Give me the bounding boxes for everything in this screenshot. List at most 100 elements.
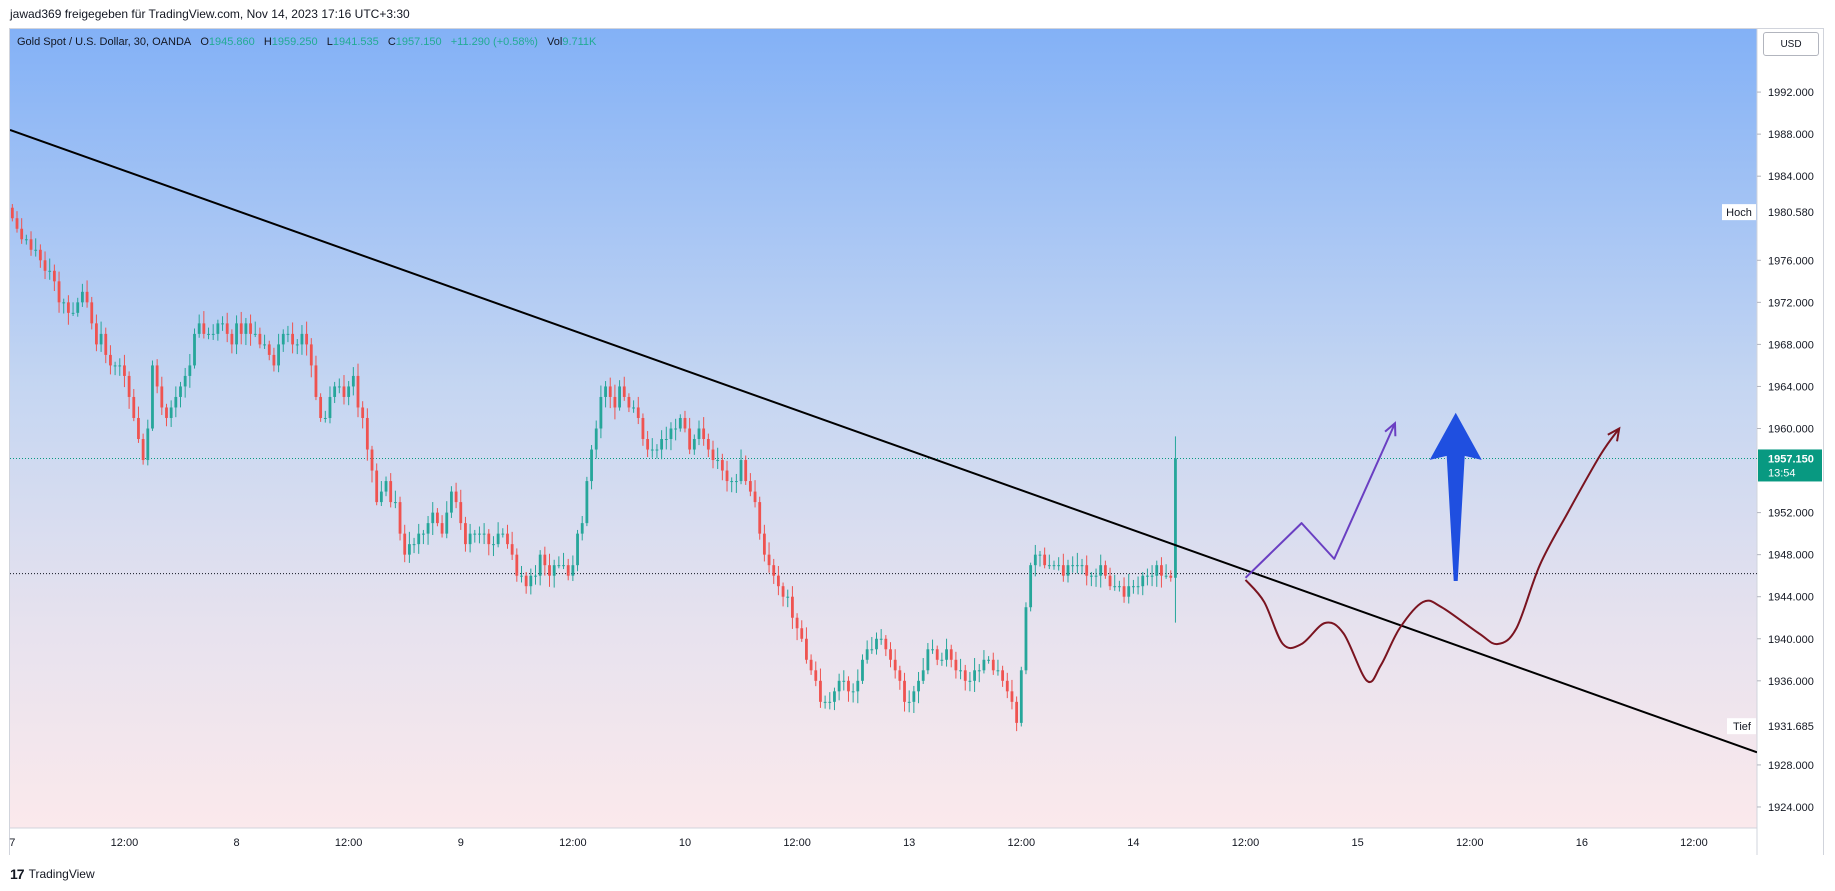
legend-close-value: 1957.150 — [395, 36, 442, 48]
candle — [328, 386, 332, 424]
candle — [1075, 552, 1079, 574]
candle-body — [753, 491, 757, 503]
candle — [697, 420, 701, 446]
candle-body — [1146, 575, 1149, 577]
legend-symbol[interactable]: Gold Spot / U.S. Dollar, 30, OANDA — [17, 36, 192, 48]
candle-body — [347, 386, 351, 397]
candle-body — [482, 533, 486, 535]
candle — [837, 673, 841, 701]
candle-body — [529, 575, 533, 587]
candle-body — [912, 691, 916, 702]
candle — [1094, 568, 1098, 587]
candle — [725, 460, 729, 492]
candle-body — [875, 638, 878, 650]
candle-body — [492, 544, 495, 546]
candle — [889, 642, 892, 668]
share-caption: jawad369 freigegeben für TradingView.com… — [10, 7, 410, 21]
candle-body — [328, 396, 332, 418]
share-header: jawad369 freigegeben für TradingView.com… — [0, 0, 1835, 28]
candle-body — [996, 670, 1000, 672]
candle-body — [814, 670, 818, 681]
candle-body — [720, 460, 724, 471]
candle-body — [1132, 586, 1135, 588]
price-scale-background — [1757, 29, 1823, 855]
candle — [342, 375, 346, 405]
candle-body — [253, 333, 257, 335]
candle — [38, 244, 42, 268]
candle — [716, 447, 720, 470]
y-tick-label: 1936.000 — [1768, 676, 1814, 688]
candle-body — [697, 428, 701, 440]
candle — [379, 481, 383, 506]
candle-body — [337, 386, 341, 388]
candle — [146, 419, 150, 466]
candle-body — [319, 396, 323, 418]
candle-body — [132, 396, 136, 418]
candle — [1132, 579, 1135, 594]
candle-body — [1085, 565, 1089, 576]
low-marker-word-bg — [1727, 718, 1756, 735]
candle-body — [809, 659, 813, 671]
candle — [772, 558, 776, 584]
candle — [646, 431, 650, 458]
candle-body — [445, 512, 449, 534]
x-tick-label: 16 — [1576, 837, 1588, 849]
candle-body — [197, 323, 201, 334]
candle — [487, 529, 491, 556]
candle-body — [748, 481, 752, 492]
candle-body — [281, 333, 285, 345]
candle-body — [38, 249, 42, 261]
candle — [847, 676, 850, 702]
candle — [879, 629, 883, 645]
candle — [604, 381, 607, 408]
candle — [1085, 555, 1089, 586]
candle-body — [991, 659, 995, 671]
candle — [230, 329, 234, 354]
tradingview-brand: TradingView — [28, 867, 95, 881]
candle — [720, 453, 724, 481]
y-tick-label: 1972.000 — [1768, 297, 1814, 309]
candle — [706, 433, 710, 458]
candle-body — [833, 691, 836, 702]
y-tick-label: 1988.000 — [1768, 129, 1814, 141]
candle — [520, 565, 523, 583]
candle-body — [627, 396, 631, 408]
candle-body — [66, 302, 70, 313]
candle-body — [1015, 701, 1019, 723]
candle — [113, 361, 117, 376]
candle — [1160, 557, 1163, 588]
candle — [454, 482, 458, 509]
candle — [781, 582, 785, 607]
candle-body — [819, 680, 822, 702]
candle — [571, 555, 575, 582]
candle — [160, 376, 164, 415]
candle — [1155, 560, 1159, 587]
candle-body — [1113, 586, 1117, 588]
candle-body — [20, 228, 24, 240]
candle — [459, 489, 463, 530]
candle — [323, 410, 327, 423]
candle — [963, 664, 967, 691]
candle — [361, 401, 365, 429]
candle-body — [940, 659, 944, 661]
candle-body — [772, 565, 776, 576]
candle — [730, 477, 734, 493]
candle — [202, 311, 206, 339]
candle — [870, 636, 874, 654]
footer-branding[interactable]: 17 TradingView — [10, 864, 95, 884]
candle — [949, 644, 953, 668]
candle-body — [791, 596, 794, 618]
candle-body — [520, 575, 523, 577]
last-price-badge: 1957.150 13:54 — [1758, 449, 1822, 482]
candle — [81, 283, 84, 307]
candle-body — [758, 502, 762, 534]
candle — [524, 572, 528, 594]
candle — [281, 329, 285, 352]
candle-body — [538, 554, 542, 576]
currency-button[interactable]: USD — [1763, 32, 1819, 56]
candle-body — [580, 523, 584, 534]
last-price-countdown: 13:54 — [1768, 467, 1796, 479]
y-tick-label: 1984.000 — [1768, 171, 1814, 183]
candle-body — [706, 439, 710, 450]
